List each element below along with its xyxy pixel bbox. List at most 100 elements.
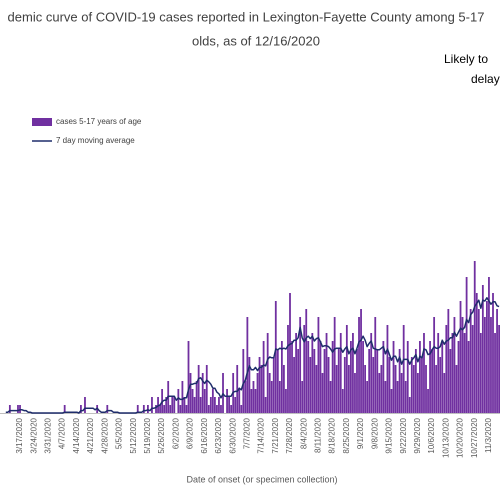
bar [197,365,200,413]
bar [218,397,220,413]
bar [238,389,241,413]
bar [457,341,460,413]
bar [226,389,228,413]
bar [305,309,308,413]
bar [473,261,476,413]
x-tick-label: 10/20/2020 [456,417,465,458]
bar [179,405,182,413]
x-tick-label: 7/14/2020 [257,417,266,453]
bar [406,341,409,413]
bar [358,317,360,413]
bar [352,333,354,413]
bar [441,341,444,413]
bar [213,397,216,413]
bar [490,317,492,413]
bar [274,301,277,413]
bar [384,381,387,413]
bar [185,405,188,413]
bar [327,357,330,413]
bar [341,389,344,413]
bar [465,277,468,413]
bar [394,365,397,413]
bar [262,341,265,413]
x-tick-label: 10/6/2020 [427,417,436,453]
bar [471,325,474,413]
bar [209,397,212,413]
bar [443,373,446,413]
bar [195,381,198,413]
bar [494,333,496,413]
bar [390,389,393,413]
bar [159,405,161,413]
bar [416,373,419,413]
bar [374,317,377,413]
bar [488,277,490,413]
bar [203,389,206,413]
bar [256,373,259,413]
bar [169,405,172,413]
x-tick-label: 8/4/2020 [299,417,308,449]
annotation: delay [471,72,500,86]
bar [264,397,267,413]
bar [147,405,149,413]
bar [293,357,295,413]
bar [246,317,249,413]
x-tick-label: 4/28/2020 [100,417,109,453]
bar [335,365,338,413]
bar [380,365,383,413]
bar [333,317,336,413]
moving-average-line [5,297,500,414]
x-tick-label: 9/22/2020 [399,417,408,453]
x-tick-label: 5/12/2020 [129,417,138,453]
x-tick-label: 5/5/2020 [115,417,124,449]
bar [350,341,352,413]
bar [183,397,186,413]
bar [453,317,456,413]
bar [496,309,498,413]
x-tick-label: 4/21/2020 [86,417,95,453]
legend-label: cases 5-17 years of age [56,117,142,126]
bar [356,349,358,413]
x-tick-label: 8/25/2020 [342,417,351,453]
bar [483,317,486,413]
bar [313,349,316,413]
bar [230,405,233,413]
annotation: Likely to [444,52,488,66]
bar [8,405,11,413]
bar [193,397,196,413]
bar [307,341,310,413]
x-tick-label: 11/3/2020 [484,417,493,453]
x-tick-label: 3/24/2020 [29,417,38,453]
bar [303,325,306,413]
bar [337,349,340,413]
bar [427,389,429,413]
bar [268,373,271,413]
x-tick-label: 7/28/2020 [285,417,294,453]
bar [421,357,423,413]
x-tick-label: 4/14/2020 [72,417,81,453]
bar [297,349,300,413]
bar [242,349,245,413]
bar [17,405,19,413]
bar [63,405,66,413]
bar [461,317,464,413]
bar [475,293,478,413]
bar [423,333,425,413]
bar [236,365,239,413]
bar [187,341,190,413]
x-tick-label: 9/15/2020 [385,417,394,453]
x-tick-label: 9/29/2020 [413,417,422,453]
bar [266,333,269,413]
bar [398,349,401,413]
bar [220,405,222,413]
bar [136,405,139,413]
bar [142,405,145,413]
bar [486,301,488,413]
bar [431,349,433,413]
bar [189,373,192,413]
bar [445,325,448,413]
bar [84,397,86,413]
bar [258,357,261,413]
x-tick-label: 3/17/2020 [15,417,24,453]
